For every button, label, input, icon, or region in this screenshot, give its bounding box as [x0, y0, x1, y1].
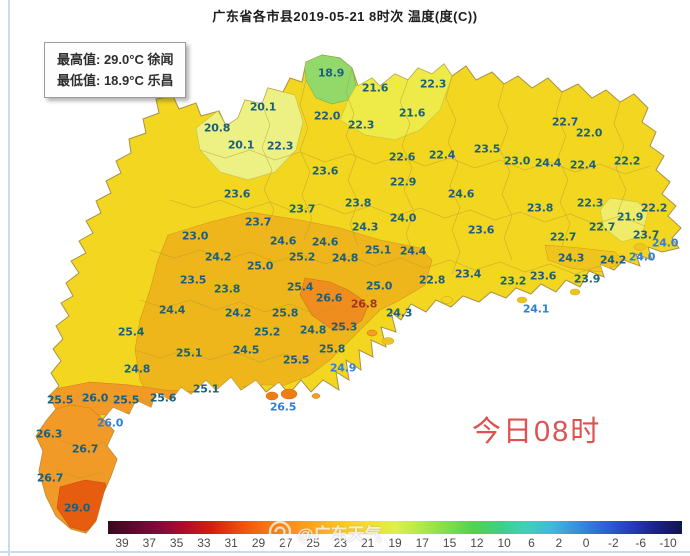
time-annotation: 今日08时 — [472, 416, 602, 448]
legend-min-line: 最低值: 18.9°C 乐昌 — [57, 73, 174, 88]
page-title: 广东省各市县2019-05-21 8时次 温度(度(C)) — [212, 9, 478, 24]
colorbar-tick: 31 — [224, 536, 238, 550]
page-edge-left — [8, 0, 10, 556]
colorbar-tick: -2 — [608, 536, 619, 550]
colorbar-tick: -10 — [659, 536, 677, 550]
legend-max-line: 最高值: 29.0°C 徐闻 — [57, 52, 174, 67]
colorbar-tick: 37 — [142, 536, 156, 550]
colorbar-tick: 19 — [388, 536, 402, 550]
colorbar-tick: 29 — [251, 536, 266, 550]
colorbar-tick: 25 — [306, 536, 320, 550]
colorbar-tick: -6 — [635, 536, 647, 550]
map-region-east-amber — [544, 244, 626, 273]
colorbar-tick: 23 — [333, 536, 348, 550]
minmax-legend: 最高值: 29.0°C 徐闻 最低值: 18.9°C 乐昌 — [44, 42, 187, 98]
colorbar-tick: 35 — [169, 536, 184, 550]
colorbar-tick: 39 — [115, 536, 129, 550]
colorbar-tick: 0 — [582, 536, 590, 550]
colorbar-tick: 12 — [470, 536, 484, 550]
colorbar-tick: 2 — [555, 536, 563, 550]
map-region-delta-orange — [299, 277, 369, 331]
colorbar-tick: 27 — [279, 536, 293, 550]
colorbar-tick: 17 — [415, 536, 429, 550]
map-region-east-pale — [599, 197, 649, 243]
offshore-islands — [265, 243, 647, 401]
map-region-north-band — [339, 63, 453, 141]
colorbar — [108, 521, 682, 534]
page-edge-bottom — [0, 551, 690, 553]
colorbar-tick: 33 — [197, 536, 211, 550]
colorbar-tick: 10 — [497, 536, 511, 550]
colorbar-tick: 15 — [442, 536, 457, 550]
colorbar-tick: 21 — [361, 536, 375, 550]
colorbar-tick: 6 — [528, 536, 535, 550]
county-boundaries — [54, 67, 651, 479]
